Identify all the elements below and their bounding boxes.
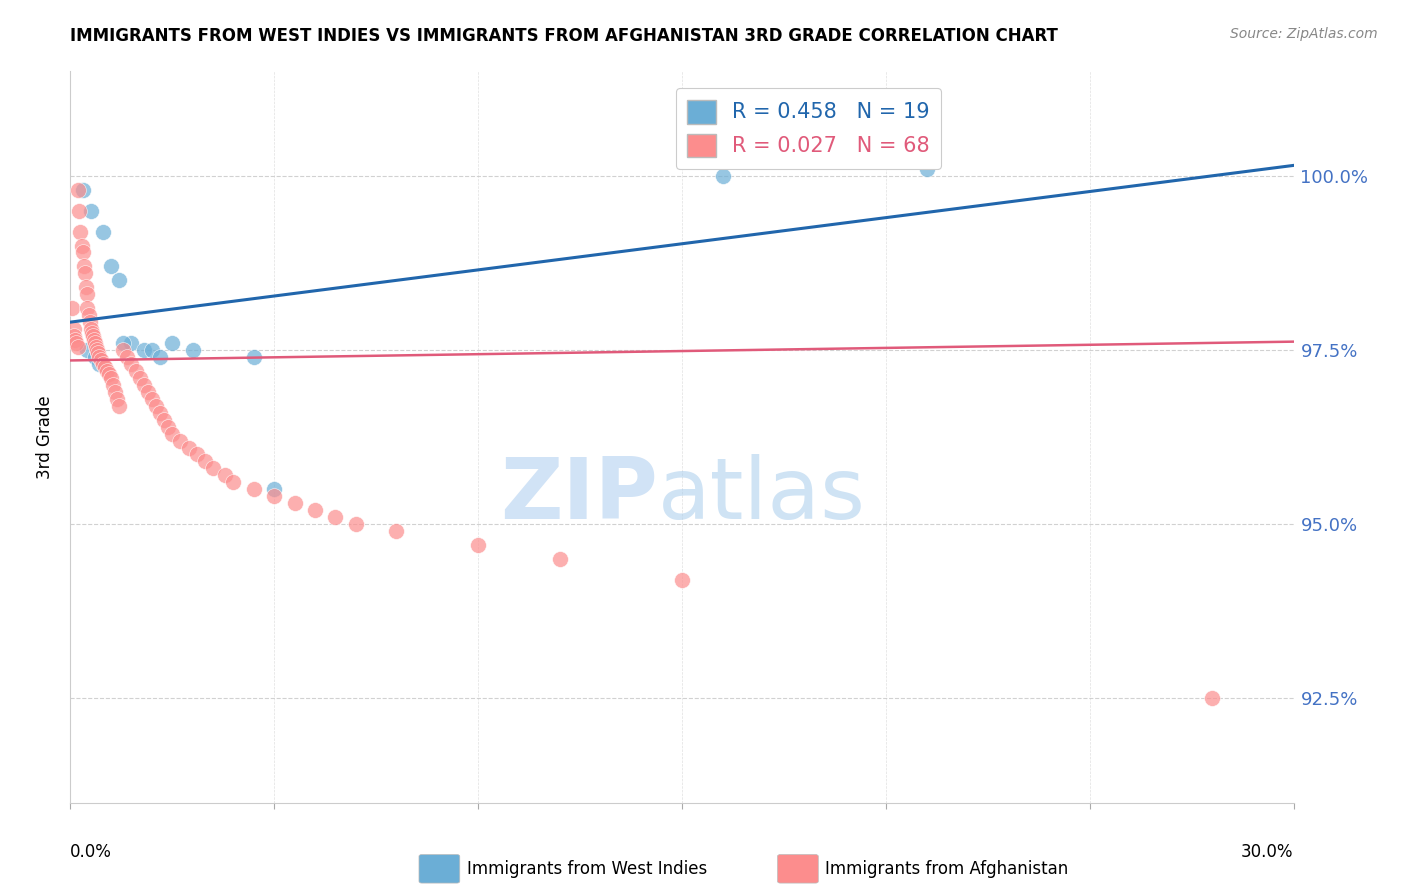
Point xyxy=(73,266,96,280)
Point xyxy=(132,377,155,392)
Point xyxy=(121,357,143,371)
Point xyxy=(169,434,191,448)
Point xyxy=(65,336,87,351)
Point xyxy=(73,260,96,274)
Point xyxy=(100,371,122,385)
Point xyxy=(1201,691,1223,706)
Point xyxy=(344,517,367,532)
Point xyxy=(79,322,103,336)
Point xyxy=(141,392,163,406)
Point xyxy=(548,552,571,566)
Point xyxy=(72,183,94,197)
Point xyxy=(83,333,105,347)
Point xyxy=(77,308,100,322)
Point xyxy=(83,336,105,351)
Point xyxy=(128,371,150,385)
Point xyxy=(105,392,128,406)
Point xyxy=(79,315,101,329)
Point xyxy=(222,475,245,490)
Point xyxy=(915,161,938,176)
Point xyxy=(162,336,183,351)
Point xyxy=(112,343,135,357)
Point xyxy=(91,357,114,371)
Legend: R = 0.458   N = 19, R = 0.027   N = 68: R = 0.458 N = 19, R = 0.027 N = 68 xyxy=(676,88,941,169)
Point xyxy=(121,336,143,351)
Point xyxy=(157,419,180,434)
Point xyxy=(149,406,172,420)
Point xyxy=(325,510,347,524)
Point xyxy=(76,343,98,357)
Text: ZIP: ZIP xyxy=(499,454,658,537)
Point xyxy=(162,426,183,441)
Point xyxy=(76,287,98,301)
Point xyxy=(177,441,200,455)
Point xyxy=(69,225,91,239)
Y-axis label: 3rd Grade: 3rd Grade xyxy=(37,395,55,479)
Point xyxy=(214,468,236,483)
Text: atlas: atlas xyxy=(658,454,866,537)
Point xyxy=(90,353,112,368)
Point xyxy=(100,260,122,274)
Point xyxy=(202,461,225,475)
Point xyxy=(284,496,307,510)
Point xyxy=(153,412,176,426)
Point xyxy=(87,350,110,364)
Point xyxy=(671,573,693,587)
Point xyxy=(117,350,139,364)
Point xyxy=(108,273,131,287)
Point xyxy=(84,339,107,353)
Point xyxy=(132,343,155,357)
Point xyxy=(86,343,108,357)
Point xyxy=(94,360,117,375)
Point xyxy=(385,524,408,538)
Point xyxy=(75,280,97,294)
Point xyxy=(711,169,734,183)
Point xyxy=(101,377,124,392)
Point xyxy=(87,357,110,371)
Point xyxy=(98,368,121,382)
Point xyxy=(145,399,167,413)
Point xyxy=(186,448,208,462)
Point xyxy=(83,350,105,364)
Text: 30.0%: 30.0% xyxy=(1241,843,1294,861)
Point xyxy=(67,203,90,218)
Point xyxy=(80,326,103,340)
Point xyxy=(62,322,84,336)
Point xyxy=(181,343,204,357)
Point xyxy=(124,364,146,378)
Point xyxy=(70,238,93,252)
Point xyxy=(304,503,326,517)
Point xyxy=(82,329,104,343)
Point xyxy=(243,483,266,497)
Point xyxy=(141,343,163,357)
Text: IMMIGRANTS FROM WEST INDIES VS IMMIGRANTS FROM AFGHANISTAN 3RD GRADE CORRELATION: IMMIGRANTS FROM WEST INDIES VS IMMIGRANT… xyxy=(70,27,1059,45)
Point xyxy=(112,336,135,351)
Point xyxy=(108,399,131,413)
Point xyxy=(149,350,172,364)
Text: Immigrants from West Indies: Immigrants from West Indies xyxy=(467,860,707,878)
Point xyxy=(104,384,127,399)
Text: Immigrants from Afghanistan: Immigrants from Afghanistan xyxy=(825,860,1069,878)
Point xyxy=(194,454,217,468)
Point xyxy=(87,346,110,360)
Point xyxy=(96,364,118,378)
Point xyxy=(60,301,83,316)
Point xyxy=(67,183,90,197)
Point xyxy=(91,225,114,239)
Point xyxy=(263,483,285,497)
Point xyxy=(467,538,489,552)
Point xyxy=(66,339,89,353)
Point xyxy=(63,333,86,347)
Text: Source: ZipAtlas.com: Source: ZipAtlas.com xyxy=(1230,27,1378,41)
Point xyxy=(72,245,94,260)
Point xyxy=(243,350,266,364)
Point xyxy=(263,489,285,503)
Point xyxy=(136,384,159,399)
Point xyxy=(63,329,86,343)
Point xyxy=(76,301,98,316)
Text: 0.0%: 0.0% xyxy=(70,843,112,861)
Point xyxy=(79,203,103,218)
